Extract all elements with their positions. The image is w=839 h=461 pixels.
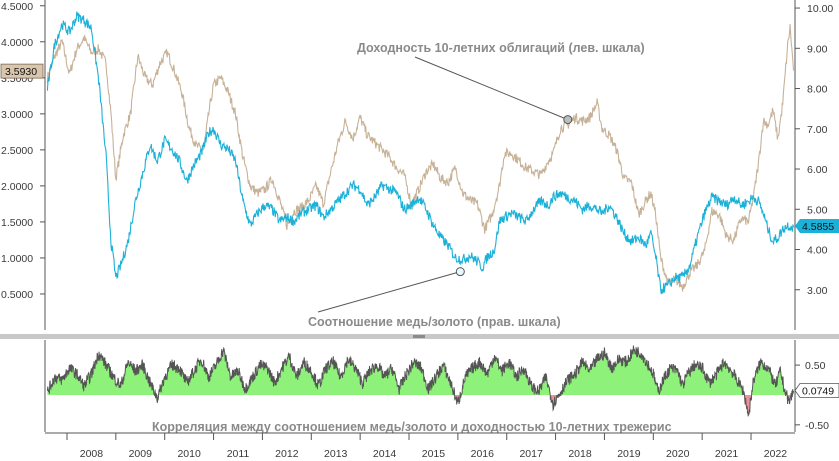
right-tick-label: 4.00: [807, 245, 828, 257]
correlation-last-value-tag: [794, 383, 839, 398]
ratio-last-value-tag: [795, 218, 839, 233]
top-right-ticks: 3.00 4.00 5.00 6.00 7.00 8.00 9.00 10.00: [795, 3, 833, 297]
right-tick-label: 7.00: [807, 124, 828, 136]
left-tick-label: 3.0000: [1, 109, 33, 121]
x-tick-label: 2009: [129, 448, 153, 460]
left-tick-label: 4.0000: [1, 37, 33, 49]
annotation-ratio-label: Соотношение медь/золото (прав. шкала): [308, 315, 561, 329]
x-tick-label: 2014: [373, 448, 397, 460]
yield-last-value-text: 3.5930: [5, 66, 37, 78]
right-tick-label: 10.00: [807, 3, 833, 15]
right-tick-label: 8.00: [807, 84, 828, 96]
x-tick-label: 2011: [227, 448, 250, 460]
left-tick-label: 2.0000: [1, 181, 33, 193]
right-tick-label: 6.00: [807, 164, 828, 176]
correlation-last-value-text: 0.0749: [802, 385, 834, 397]
top-last-value-tags: 3.5930 4.5855: [0, 63, 839, 233]
bottom-tick-label: -0.50: [805, 420, 829, 432]
annotation-yield-marker: [563, 115, 573, 125]
yield-last-value-tag: [0, 63, 44, 79]
x-tick-label: 2015: [422, 448, 446, 460]
bottom-last-value-tags: 0.0749: [794, 383, 839, 398]
bottom-panel: -0.50 0.50 Корреляция между соотношением …: [44, 340, 839, 434]
x-tick-label: 2022: [764, 448, 788, 460]
x-tick-label: 2012: [275, 448, 299, 460]
x-tick-label: 2016: [471, 448, 495, 460]
x-tick-label: 2010: [177, 448, 201, 460]
x-axis-ticks: 2008 2009 2010 2011 2012 2013 2014 2015 2016 2017…: [66, 433, 788, 460]
x-tick-label: 2018: [568, 448, 592, 460]
correlation-negative-area: [47, 394, 794, 417]
top-left-ticks: 0.50001.00001.50002.00002.50003.00003.50…: [1, 1, 45, 301]
x-tick-label: 2020: [666, 448, 690, 460]
bottom-tick-label: 0.50: [805, 360, 826, 372]
correlation-series-line: [46, 345, 794, 417]
bottom-ticks: -0.50 0.50: [795, 360, 829, 432]
top-annotations: Доходность 10-летних облигаций (лев. шка…: [308, 41, 645, 329]
left-tick-label: 0.5000: [1, 289, 33, 301]
ratio-last-value-text: 4.5855: [802, 221, 834, 233]
left-tick-label: 1.5000: [1, 217, 33, 229]
x-tick-label: 2017: [519, 448, 543, 460]
bottom-series-group: [46, 345, 794, 417]
panel-divider-grip[interactable]: [413, 335, 425, 338]
correlation-title: Корреляция между соотношением медь/золот…: [152, 420, 672, 434]
left-tick-label: 2.5000: [1, 145, 33, 157]
annotation-ratio-leader: [317, 271, 461, 313]
ratio-series-line: [46, 11, 795, 295]
left-tick-label: 4.5000: [1, 1, 33, 13]
x-tick-label: 2019: [617, 448, 641, 460]
annotation-yield-label: Доходность 10-летних облигаций (лев. шка…: [357, 41, 645, 55]
annotation-ratio-marker: [455, 267, 465, 277]
x-tick-label: 2013: [324, 448, 348, 460]
annotation-yield-leader: [414, 56, 568, 121]
right-tick-label: 5.00: [807, 204, 828, 216]
right-tick-label: 9.00: [807, 43, 828, 55]
x-tick-label: 2008: [80, 448, 104, 460]
left-tick-label: 1.0000: [1, 253, 33, 265]
top-series-group: [46, 11, 795, 295]
right-tick-label: 3.00: [807, 285, 828, 297]
yield-series-line: [46, 24, 795, 292]
top-panel: 0.50001.00001.50002.00002.50003.00003.50…: [0, 0, 839, 330]
x-tick-label: 2021: [715, 448, 739, 460]
